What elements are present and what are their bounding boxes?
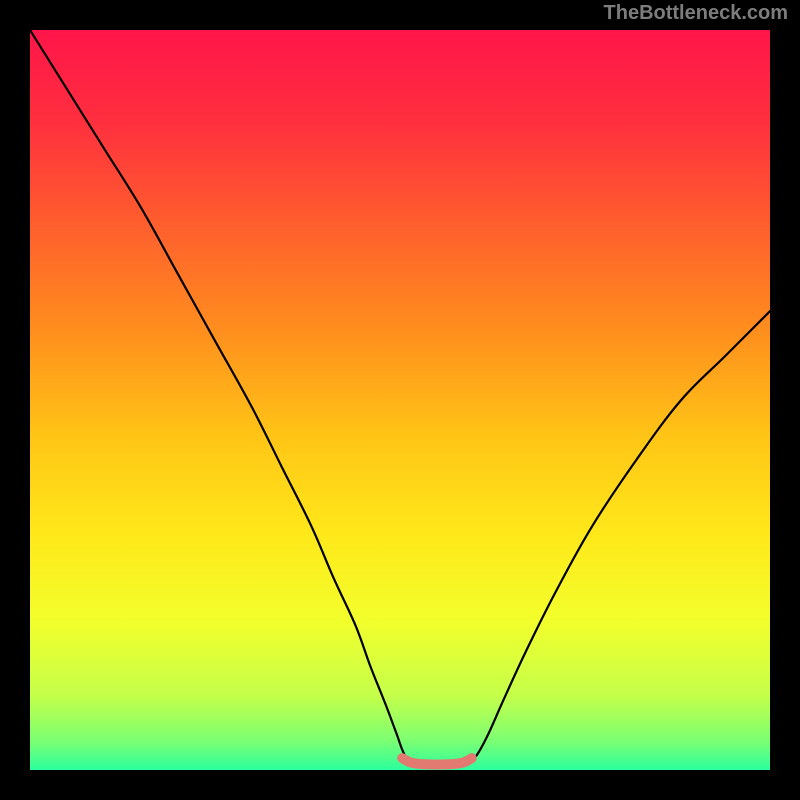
plot-area [30, 30, 770, 770]
gradient-background [30, 30, 770, 770]
plot-svg [30, 30, 770, 770]
watermark-text: TheBottleneck.com [604, 2, 788, 25]
chart-canvas: TheBottleneck.com [0, 0, 800, 800]
